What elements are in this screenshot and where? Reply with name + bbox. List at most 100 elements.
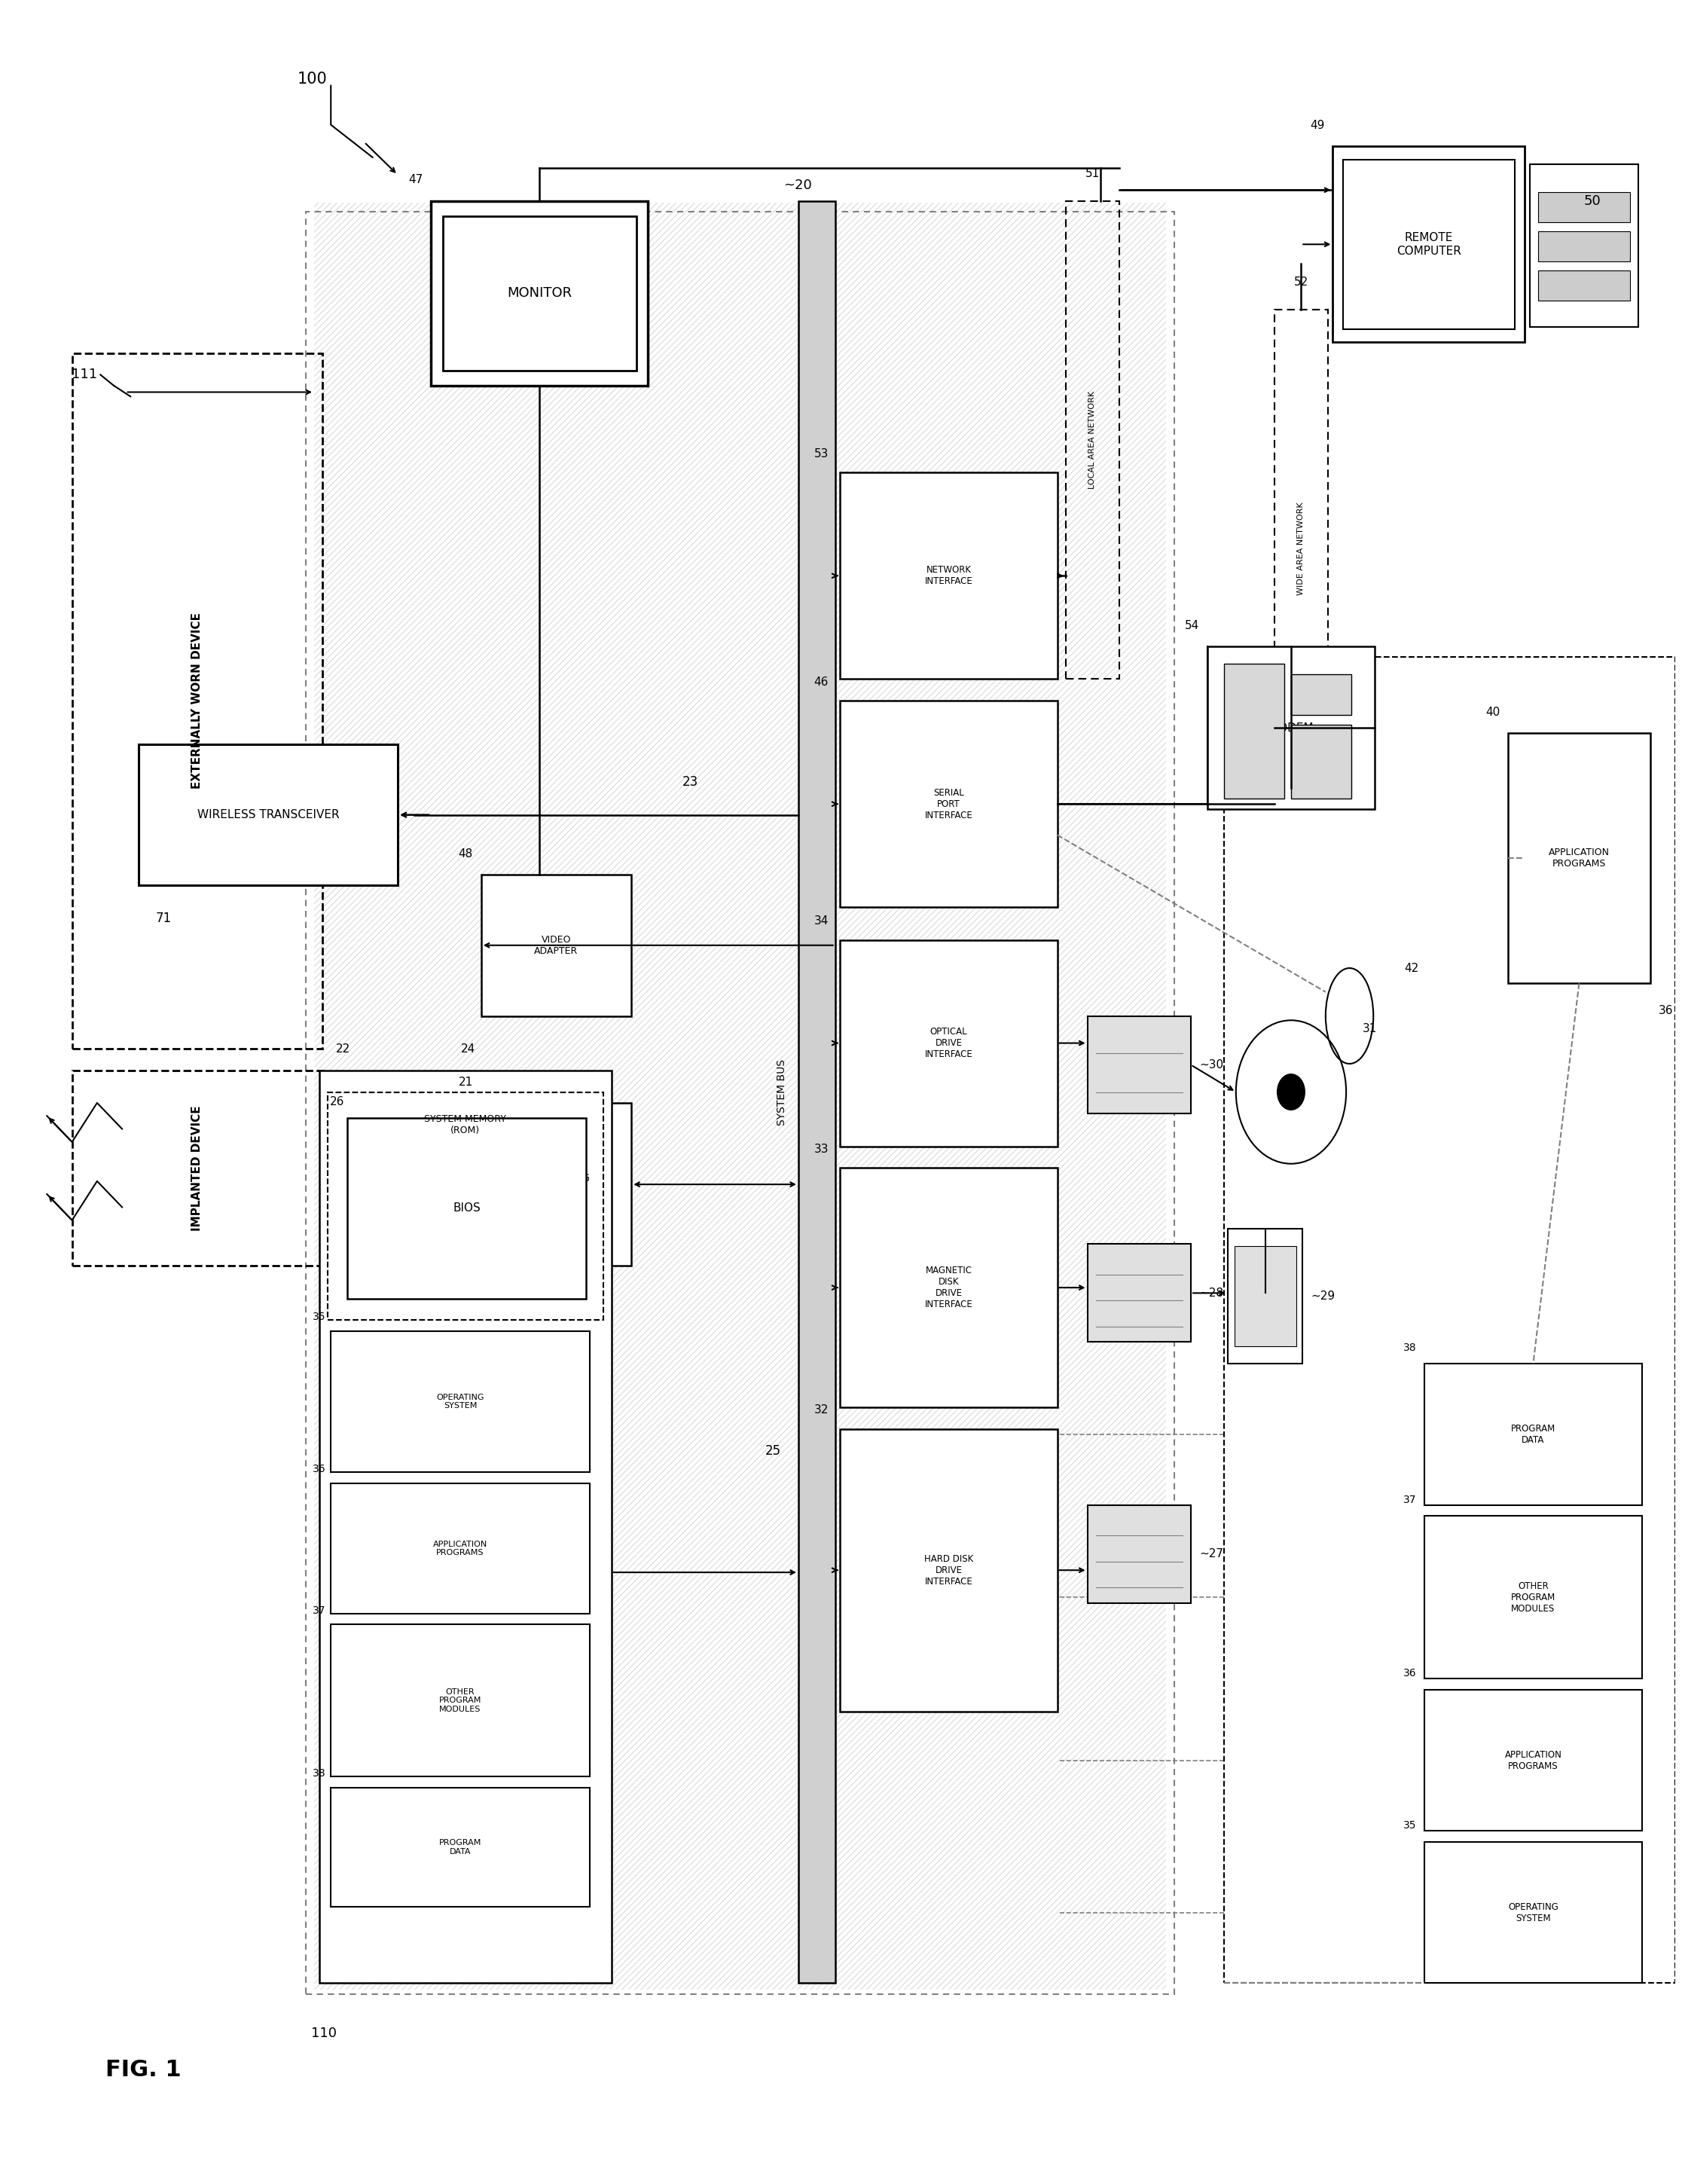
Text: 110: 110 bbox=[311, 2027, 336, 2040]
Text: 100: 100 bbox=[298, 72, 328, 87]
Bar bbox=[140, 745, 397, 885]
Text: 36: 36 bbox=[1658, 1005, 1674, 1016]
Text: APPLICATION
PROGRAMS: APPLICATION PROGRAMS bbox=[1549, 847, 1610, 869]
Text: 52: 52 bbox=[1293, 277, 1309, 288]
Text: ~30: ~30 bbox=[1199, 1059, 1223, 1070]
Text: BIOS: BIOS bbox=[452, 1203, 481, 1214]
Text: PROGRAM
DATA: PROGRAM DATA bbox=[1510, 1424, 1556, 1446]
Bar bbox=[1537, 192, 1630, 223]
Text: ~20: ~20 bbox=[784, 179, 812, 192]
Text: 46: 46 bbox=[814, 677, 829, 688]
Text: 42: 42 bbox=[1404, 963, 1420, 974]
Text: 51: 51 bbox=[1085, 168, 1100, 179]
Text: 38: 38 bbox=[1403, 1343, 1416, 1352]
Bar bbox=[1342, 159, 1515, 330]
Text: MAGNETIC
DISK
DRIVE
INTERFACE: MAGNETIC DISK DRIVE INTERFACE bbox=[925, 1267, 972, 1310]
Text: 47: 47 bbox=[409, 175, 422, 186]
Bar bbox=[1087, 1016, 1191, 1114]
Bar bbox=[1425, 1841, 1642, 1983]
Text: 111: 111 bbox=[71, 367, 98, 382]
Text: EXTERNALLY WORN DEVICE: EXTERNALLY WORN DEVICE bbox=[192, 614, 204, 788]
Text: 37: 37 bbox=[1403, 1494, 1416, 1505]
Text: ~28: ~28 bbox=[1199, 1286, 1223, 1299]
Bar bbox=[1531, 164, 1638, 328]
Text: ~29: ~29 bbox=[1310, 1291, 1336, 1302]
Bar bbox=[1224, 657, 1675, 1983]
Bar bbox=[348, 1118, 587, 1299]
Text: 53: 53 bbox=[814, 448, 829, 459]
Text: OPERATING
SYSTEM: OPERATING SYSTEM bbox=[1509, 1902, 1558, 1924]
Bar bbox=[1509, 734, 1650, 983]
Text: MONITOR: MONITOR bbox=[508, 286, 572, 299]
Bar bbox=[306, 212, 1174, 1994]
Text: OPTICAL
DRIVE
INTERFACE: OPTICAL DRIVE INTERFACE bbox=[925, 1026, 972, 1059]
Bar bbox=[1235, 1247, 1297, 1345]
Bar bbox=[1228, 1230, 1304, 1363]
Text: OPERATING
SYSTEM: OPERATING SYSTEM bbox=[436, 1393, 484, 1411]
Text: 34: 34 bbox=[814, 915, 829, 926]
Bar bbox=[315, 203, 1166, 1990]
Bar bbox=[72, 1070, 323, 1267]
Bar bbox=[331, 1483, 590, 1614]
Bar bbox=[1537, 232, 1630, 262]
Text: 36: 36 bbox=[313, 1463, 326, 1474]
Text: VIDEO
ADAPTER: VIDEO ADAPTER bbox=[535, 935, 579, 957]
Text: 48: 48 bbox=[458, 847, 473, 860]
Bar bbox=[841, 1168, 1058, 1406]
Circle shape bbox=[1277, 1075, 1305, 1109]
Text: MODEM: MODEM bbox=[1268, 723, 1314, 734]
Text: ~27: ~27 bbox=[1199, 1548, 1223, 1559]
Bar bbox=[1208, 646, 1374, 810]
Text: APPLICATION
PROGRAMS: APPLICATION PROGRAMS bbox=[1505, 1749, 1563, 1771]
Bar bbox=[481, 1103, 631, 1267]
Text: IMPLANTED DEVICE: IMPLANTED DEVICE bbox=[192, 1105, 204, 1232]
Text: 25: 25 bbox=[765, 1444, 782, 1457]
Text: 71: 71 bbox=[155, 911, 172, 926]
Text: WIDE AREA NETWORK: WIDE AREA NETWORK bbox=[1297, 502, 1305, 596]
Text: 54: 54 bbox=[1184, 620, 1199, 631]
Text: OTHER
PROGRAM
MODULES: OTHER PROGRAM MODULES bbox=[439, 1688, 481, 1712]
Bar bbox=[1292, 675, 1351, 714]
Text: 49: 49 bbox=[1310, 120, 1324, 131]
Text: 21: 21 bbox=[458, 1077, 473, 1088]
Text: FIG. 1: FIG. 1 bbox=[106, 2060, 182, 2081]
Text: SYSTEM MEMORY
(ROM): SYSTEM MEMORY (ROM) bbox=[424, 1114, 506, 1136]
Text: 33: 33 bbox=[814, 1144, 829, 1155]
Text: SYSTEM BUS: SYSTEM BUS bbox=[777, 1059, 787, 1125]
Bar bbox=[431, 201, 648, 387]
Text: 23: 23 bbox=[681, 775, 698, 788]
Bar bbox=[841, 472, 1058, 679]
Bar bbox=[331, 1625, 590, 1776]
Text: 26: 26 bbox=[330, 1096, 345, 1107]
Text: 37: 37 bbox=[313, 1605, 326, 1616]
Bar bbox=[320, 1070, 611, 1983]
Text: 40: 40 bbox=[1485, 708, 1500, 719]
Text: OTHER
PROGRAM
MODULES: OTHER PROGRAM MODULES bbox=[1510, 1581, 1556, 1614]
Text: APPLICATION
PROGRAMS: APPLICATION PROGRAMS bbox=[432, 1540, 488, 1557]
Text: 22: 22 bbox=[336, 1044, 350, 1055]
Bar bbox=[331, 1330, 590, 1472]
Bar bbox=[481, 874, 631, 1016]
Text: REMOTE
COMPUTER: REMOTE COMPUTER bbox=[1396, 232, 1462, 256]
Text: 24: 24 bbox=[461, 1044, 476, 1055]
Text: 38: 38 bbox=[313, 1769, 326, 1778]
Bar bbox=[1425, 1516, 1642, 1679]
Bar bbox=[1292, 725, 1351, 799]
Bar bbox=[841, 939, 1058, 1147]
Text: 35: 35 bbox=[313, 1313, 326, 1321]
Bar bbox=[1224, 664, 1285, 799]
Bar bbox=[1332, 146, 1526, 343]
Text: 36: 36 bbox=[1403, 1669, 1416, 1679]
Bar bbox=[1537, 271, 1630, 301]
Bar bbox=[799, 201, 836, 1983]
Bar bbox=[1425, 1363, 1642, 1505]
Text: SERIAL
PORT
INTERFACE: SERIAL PORT INTERFACE bbox=[925, 788, 972, 821]
Text: WIRELESS TRANSCEIVER: WIRELESS TRANSCEIVER bbox=[197, 810, 340, 821]
Text: 35: 35 bbox=[1403, 1821, 1416, 1830]
Text: 31: 31 bbox=[1362, 1024, 1378, 1035]
Bar bbox=[72, 354, 323, 1048]
Text: PROGRAM
DATA: PROGRAM DATA bbox=[439, 1839, 481, 1856]
Text: LOCAL AREA NETWORK: LOCAL AREA NETWORK bbox=[1088, 391, 1097, 489]
Bar bbox=[841, 701, 1058, 906]
Text: PROCESSING
UNIT: PROCESSING UNIT bbox=[523, 1173, 590, 1197]
